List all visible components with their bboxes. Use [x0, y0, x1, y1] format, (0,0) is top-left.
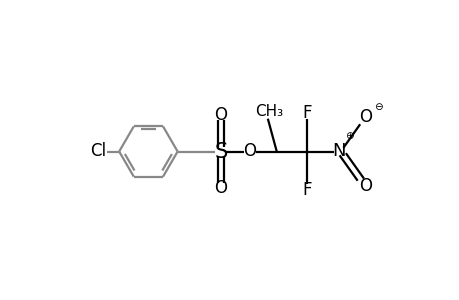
- Text: F: F: [302, 104, 311, 122]
- Text: O: O: [214, 106, 227, 124]
- Text: O: O: [243, 142, 256, 160]
- Text: O: O: [358, 177, 372, 195]
- Text: O: O: [358, 108, 372, 126]
- Text: ⊖: ⊖: [373, 102, 382, 112]
- Text: Cl: Cl: [90, 142, 106, 160]
- Text: N: N: [332, 142, 345, 160]
- Text: ⊕: ⊕: [344, 131, 353, 142]
- Text: S: S: [214, 142, 227, 161]
- Text: O: O: [214, 179, 227, 197]
- Text: F: F: [302, 181, 311, 199]
- Text: CH₃: CH₃: [255, 103, 283, 118]
